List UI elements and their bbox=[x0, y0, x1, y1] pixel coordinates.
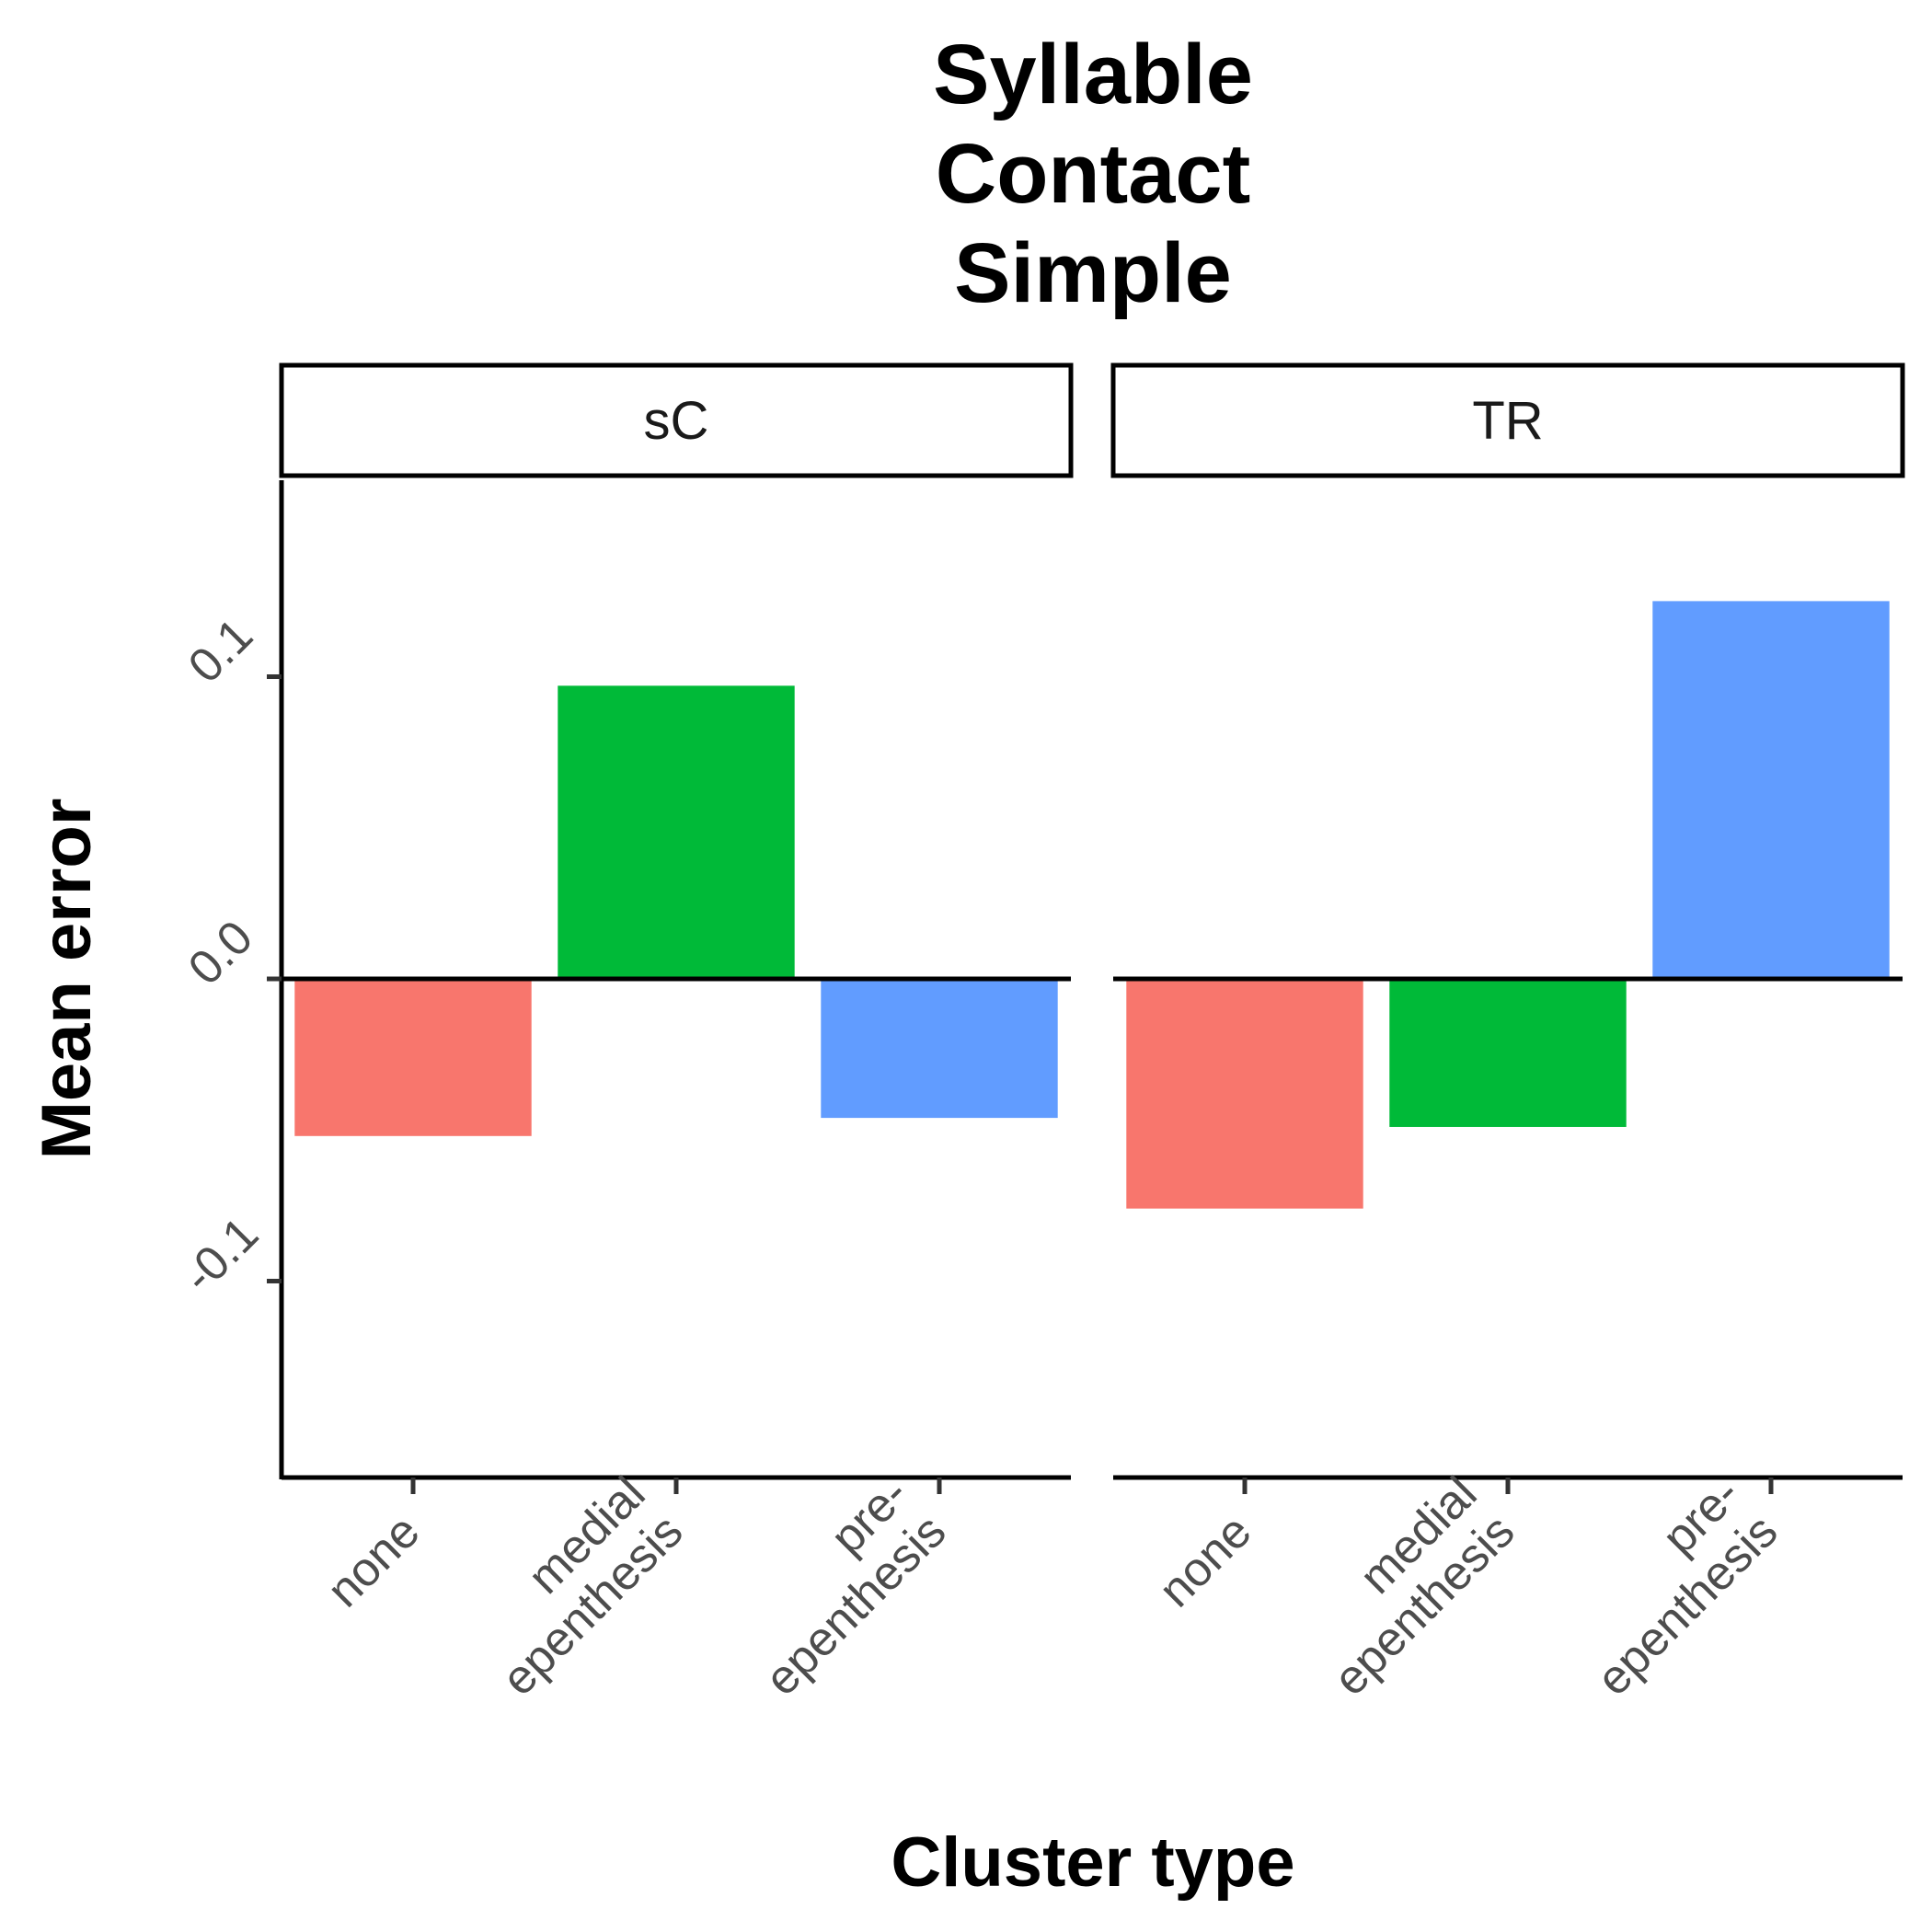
chart-title-line-2: Contact bbox=[936, 127, 1250, 221]
bar bbox=[1389, 979, 1627, 1127]
bar bbox=[1652, 601, 1890, 979]
y-tick-label: 0.0 bbox=[178, 911, 263, 995]
facet-strip-label: sC bbox=[644, 391, 709, 451]
x-tick-label: pre-epenthesis bbox=[755, 1466, 957, 1706]
facet-strip bbox=[1110, 362, 1905, 478]
x-tick-label: pre-epenthesis bbox=[1587, 1466, 1788, 1706]
y-tick-label: 0.1 bbox=[178, 608, 263, 693]
bar bbox=[558, 685, 795, 979]
y-axis: 0.1 0.0 -0.1 bbox=[173, 480, 284, 1479]
x-tick-label-line: none bbox=[1149, 1504, 1262, 1617]
chart-title: Syllable Contact Simple bbox=[933, 28, 1253, 320]
chart-title-line-1: Syllable bbox=[933, 28, 1253, 121]
x-tick-label: none bbox=[317, 1504, 431, 1617]
bar bbox=[821, 979, 1058, 1119]
y-tick-label: -0.1 bbox=[173, 1207, 269, 1303]
y-axis-title: Mean error bbox=[28, 799, 106, 1160]
x-axis-title: Cluster type bbox=[891, 1823, 1294, 1902]
chart-title-line-3: Simple bbox=[954, 226, 1232, 320]
bar bbox=[1126, 979, 1363, 1209]
x-tick-label-line: none bbox=[317, 1504, 431, 1617]
facet-strip-label: TR bbox=[1472, 391, 1543, 451]
bar bbox=[294, 979, 532, 1136]
facet-strip bbox=[279, 362, 1074, 478]
x-tick-label: none bbox=[1149, 1504, 1262, 1617]
